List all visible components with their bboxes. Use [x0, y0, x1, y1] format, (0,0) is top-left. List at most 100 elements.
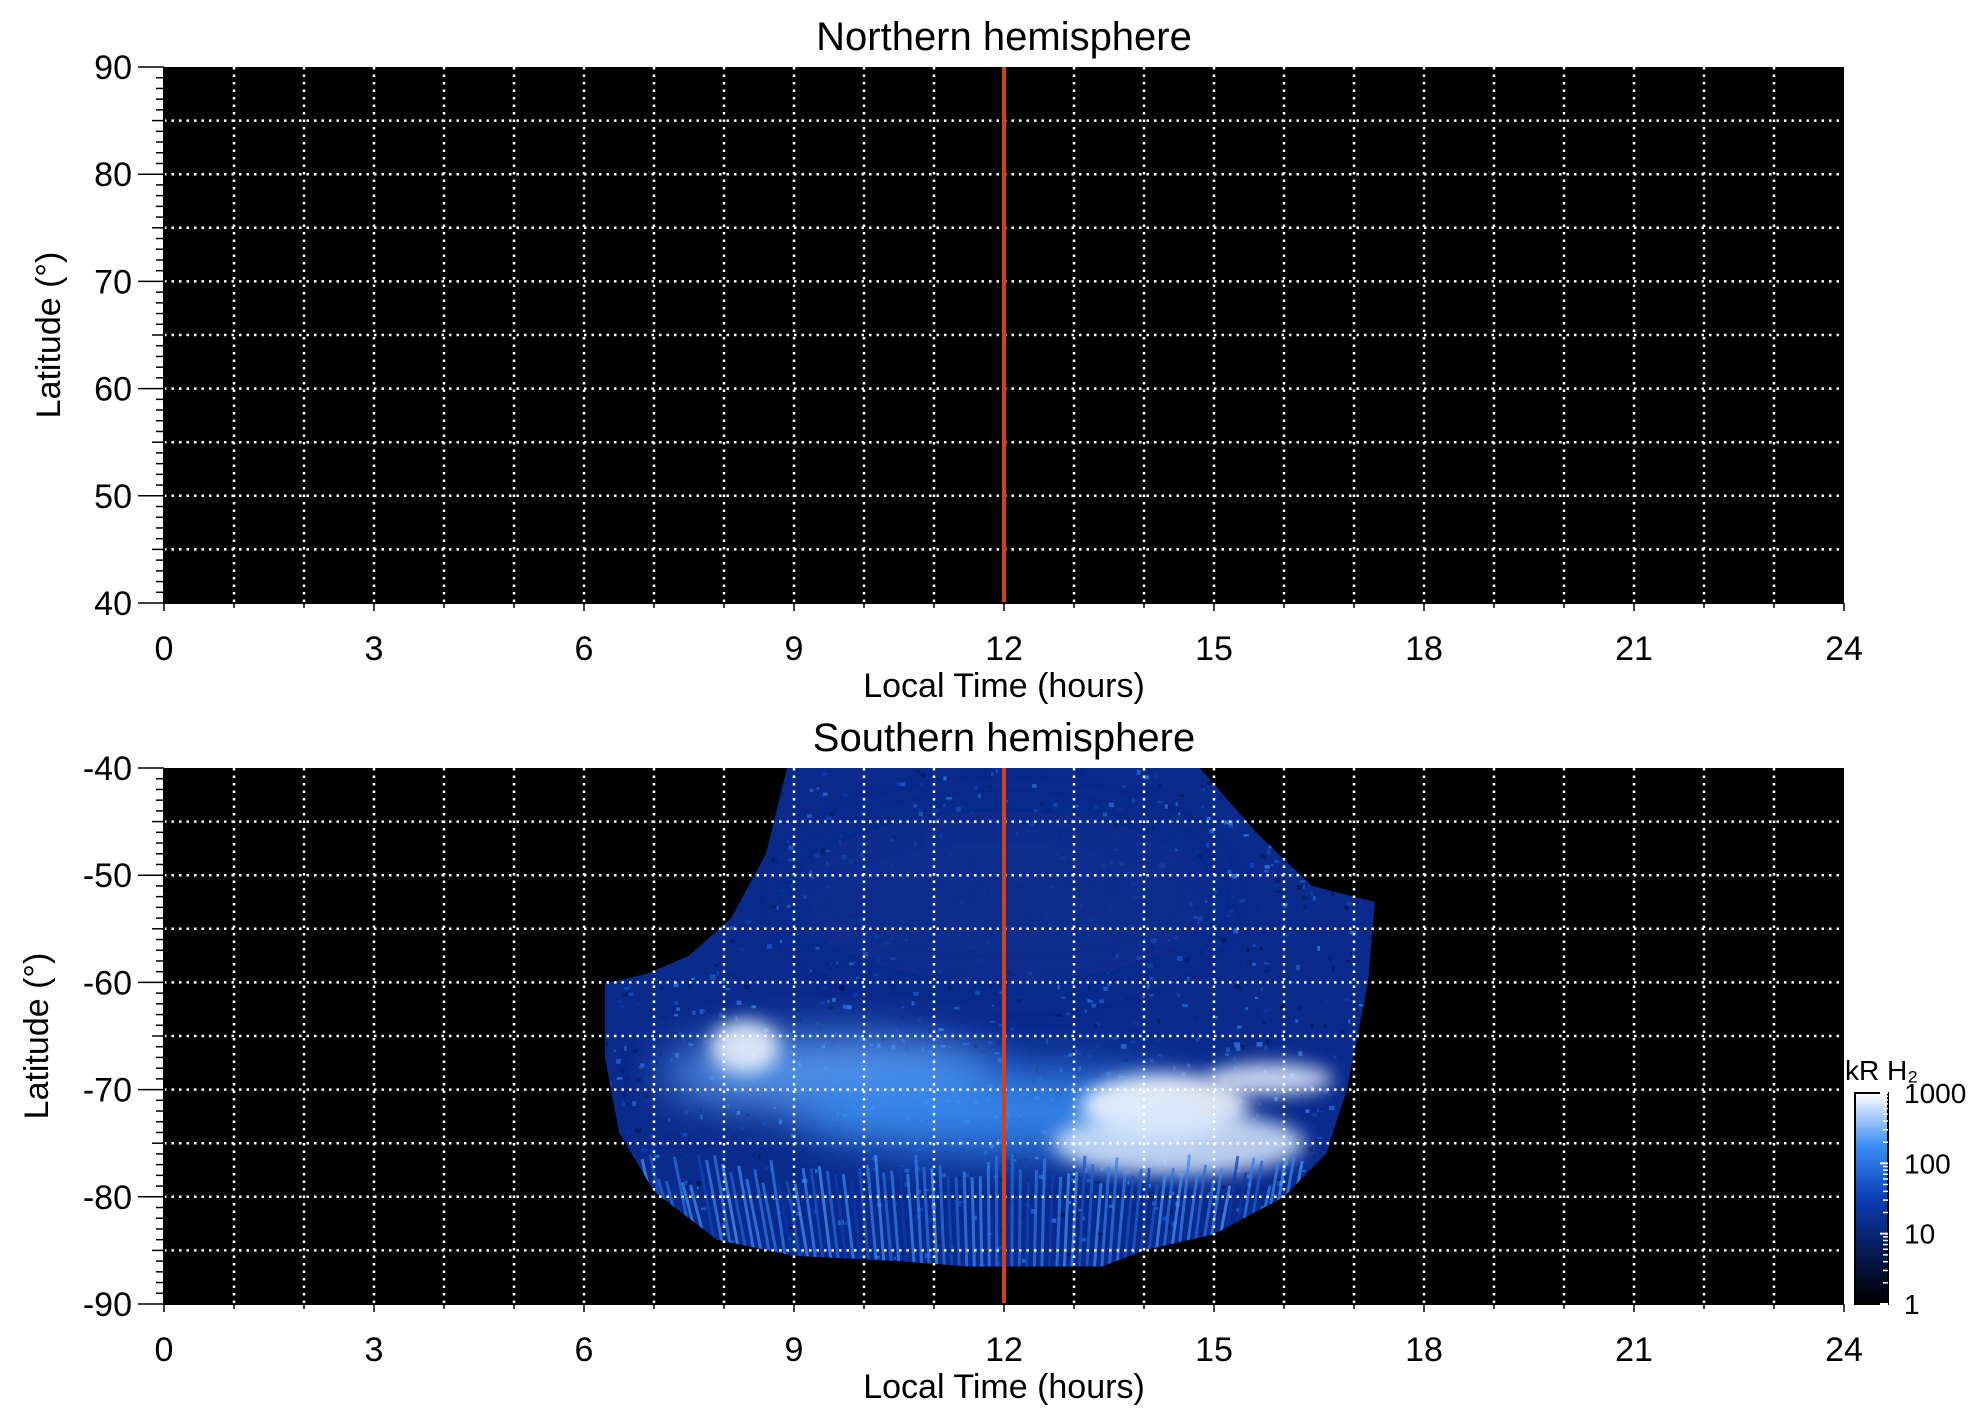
emission-speckle: [1056, 1014, 1062, 1017]
emission-speckle: [1123, 1170, 1129, 1175]
emission-speckle: [1147, 963, 1153, 968]
emission-speckle: [1252, 962, 1256, 966]
emission-speckle: [990, 1020, 996, 1023]
emission-speckle: [1023, 770, 1026, 773]
emission-speckle: [1318, 1107, 1324, 1112]
emission-speckle: [768, 1223, 772, 1229]
emission-speckle: [1177, 955, 1183, 961]
emission-speckle: [767, 944, 773, 949]
emission-speckle: [818, 1026, 823, 1032]
emission-speckle: [1350, 1045, 1354, 1050]
emission-speckle: [1263, 869, 1269, 873]
emission-speckle: [919, 806, 923, 812]
emission-speckle: [1175, 802, 1179, 806]
emission-speckle: [622, 1017, 626, 1022]
emission-speckle: [1068, 1053, 1072, 1057]
emission-speckle: [1164, 804, 1168, 809]
emission-speckle: [886, 1197, 890, 1203]
emission-speckle: [772, 1222, 775, 1225]
emission-speckle: [1263, 969, 1270, 973]
emission-speckle: [1104, 1240, 1108, 1243]
emission-speckle: [1152, 825, 1155, 831]
emission-speckle: [819, 1001, 825, 1005]
emission-speckle: [669, 1087, 674, 1090]
emission-speckle: [1323, 1024, 1327, 1029]
emission-speckle: [927, 1028, 932, 1033]
emission-speckle: [797, 1133, 803, 1137]
emission-streak: [890, 1170, 901, 1267]
emission-speckle: [960, 1037, 965, 1040]
southern-y-tick-label: -80: [83, 1179, 132, 1217]
emission-speckle: [751, 1005, 756, 1009]
emission-speckle: [828, 1006, 834, 1010]
emission-streak: [809, 1168, 826, 1267]
emission-speckle: [836, 961, 839, 965]
emission-speckle: [1094, 1180, 1101, 1185]
emission-speckle: [1088, 1000, 1093, 1003]
emission-speckle: [869, 1011, 872, 1017]
emission-speckle: [1180, 794, 1184, 797]
colorbar-gradient: [1854, 1092, 1889, 1305]
emission-speckle: [815, 947, 820, 950]
emission-speckle: [815, 1169, 818, 1174]
emission-speckle: [875, 825, 878, 828]
emission-speckle: [691, 977, 695, 980]
emission-speckle: [749, 1140, 752, 1143]
emission-speckle: [698, 1009, 701, 1013]
emission-speckle: [745, 920, 751, 924]
northern-y-tick-label: 80: [94, 156, 132, 194]
emission-speckle: [800, 1249, 804, 1255]
emission-speckle: [1068, 1201, 1071, 1205]
emission-streak: [954, 1176, 961, 1267]
emission-speckle: [1339, 1030, 1345, 1035]
emission-speckle: [829, 1239, 834, 1243]
emission-speckle: [1221, 1185, 1225, 1189]
emission-speckle: [701, 1009, 706, 1012]
emission-speckle: [1149, 1058, 1154, 1063]
emission-speckle: [1339, 995, 1343, 999]
northern-x-tick-label: 9: [785, 630, 804, 668]
emission-speckle: [1297, 1006, 1301, 1010]
emission-speckle: [852, 993, 858, 998]
emission-speckle: [1279, 1004, 1285, 1009]
emission-speckle: [1295, 965, 1300, 970]
emission-speckle: [607, 1081, 613, 1086]
emission-speckle: [954, 1034, 960, 1040]
southern-x-tick-label: 0: [155, 1331, 174, 1369]
emission-speckle: [918, 811, 924, 817]
emission-speckle: [1099, 999, 1104, 1003]
emission-speckle: [730, 939, 735, 943]
emission-speckle: [1127, 1181, 1130, 1185]
northern-x-tick-label: 24: [1825, 630, 1863, 668]
emission-speckle: [678, 1134, 682, 1138]
emission-speckle: [1190, 1184, 1195, 1189]
emission-speckle: [878, 807, 884, 812]
emission-speckle: [704, 1098, 709, 1101]
emission-speckle: [1122, 785, 1127, 788]
northern-y-tick-label: 50: [94, 478, 132, 516]
emission-speckle: [816, 787, 820, 790]
southern-y-tick-label: -50: [83, 857, 132, 895]
emission-speckle: [868, 1173, 874, 1177]
emission-speckle: [912, 1219, 916, 1223]
emission-speckle: [692, 1010, 696, 1016]
emission-speckle: [997, 1041, 1001, 1045]
northern-x-tick-label: 21: [1615, 630, 1653, 668]
emission-speckle: [1349, 951, 1354, 957]
emission-speckle: [822, 792, 828, 796]
emission-speckle: [1141, 1183, 1144, 1188]
emission-speckle: [1071, 1178, 1077, 1182]
emission-speckle: [1177, 993, 1180, 998]
emission-speckle: [1243, 834, 1249, 837]
emission-speckle: [866, 1148, 872, 1154]
emission-speckle: [1088, 986, 1091, 992]
emission-speckle: [834, 1006, 840, 1010]
emission-speckle: [1158, 784, 1161, 788]
emission-speckle: [688, 982, 691, 988]
emission-speckle: [616, 1077, 623, 1080]
emission-speckle: [635, 1128, 641, 1133]
emission-speckle: [684, 1155, 691, 1157]
emission-speckle: [1141, 978, 1146, 983]
emission-speckle: [974, 1215, 977, 1221]
emission-speckle: [721, 1140, 726, 1144]
